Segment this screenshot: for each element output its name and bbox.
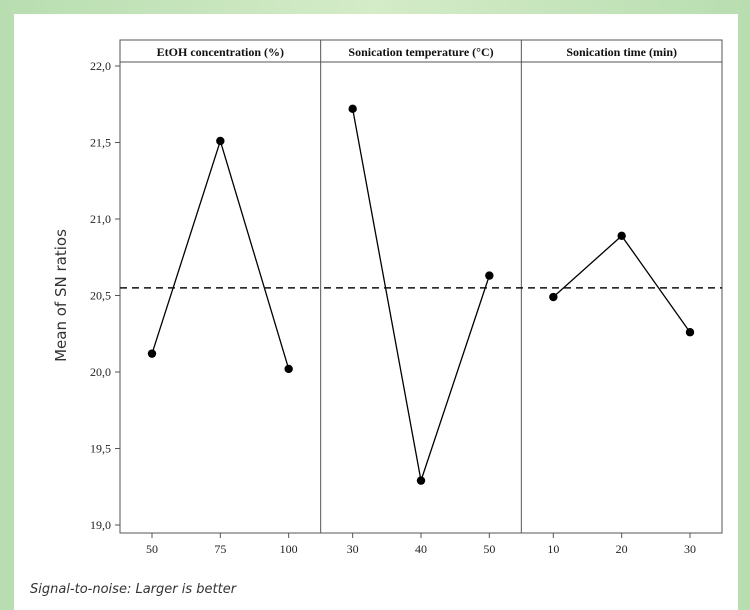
y-tick-label: 21,5	[90, 136, 111, 150]
y-tick-label: 22,0	[90, 59, 111, 73]
x-tick-label: 30	[684, 542, 696, 556]
y-tick-label: 20,5	[90, 289, 111, 303]
x-tick-label: 50	[483, 542, 495, 556]
y-axis-title: Mean of SN ratios	[52, 229, 70, 362]
data-point	[416, 476, 426, 485]
data-point	[284, 364, 293, 374]
x-tick-label: 75	[214, 542, 226, 556]
panel-title: EtOH concentration (%)	[157, 45, 284, 59]
data-point	[348, 104, 357, 114]
data-point	[549, 292, 558, 302]
x-tick-label: 40	[415, 542, 427, 556]
x-tick-label: 30	[347, 542, 359, 556]
y-tick-label: 20,0	[90, 365, 111, 379]
chart-card: 19,0 19,5 20,0 20,5 21,0 21,5 22,0 Mean of SN r…	[14, 14, 738, 610]
data-point	[216, 136, 225, 146]
plot-frame	[119, 39, 723, 534]
x-tick-label: 100	[280, 542, 298, 556]
x-tick-label: 50	[146, 542, 158, 556]
panel-title: Sonication time (min)	[566, 45, 677, 59]
y-tick-label: 21,0	[90, 212, 111, 226]
x-tick-label: 20	[616, 542, 628, 556]
data-point	[617, 231, 626, 241]
data-point	[147, 349, 157, 358]
y-tick-label: 19,0	[90, 518, 111, 532]
footnote: Signal-to-noise: Larger is better	[30, 582, 237, 597]
data-point	[685, 328, 695, 337]
panel-title: Sonication temperature (°C)	[348, 45, 493, 59]
main-effects-chart: 19,0 19,5 20,0 20,5 21,0 21,5 22,0 Mean of SN r…	[52, 39, 723, 556]
data-point	[485, 271, 494, 280]
y-tick-label: 19,5	[90, 442, 111, 456]
x-tick-label: 10	[547, 542, 559, 556]
